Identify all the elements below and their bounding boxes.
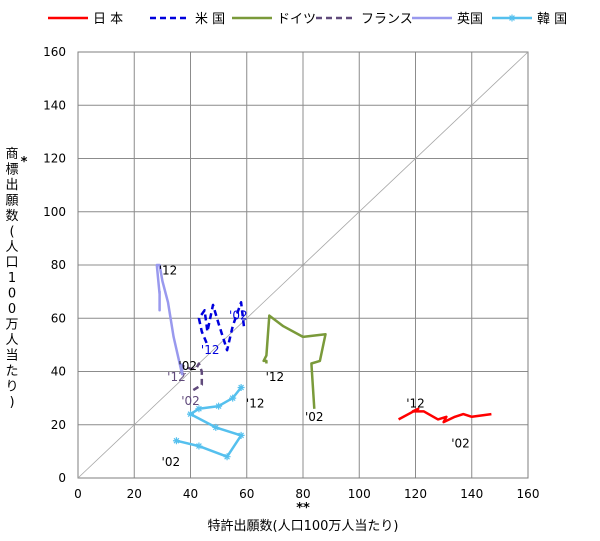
y-axis-title-char: ( bbox=[9, 225, 14, 240]
legend-label-0: 日 本 bbox=[93, 12, 123, 27]
plot-border bbox=[77, 51, 529, 479]
x-tick-label: 0 bbox=[74, 487, 82, 501]
series-line-0 bbox=[398, 407, 492, 424]
y-axis-title-char: り bbox=[5, 380, 18, 395]
legend-label-2: ドイツ bbox=[277, 12, 316, 27]
legend-label-3: フランス bbox=[361, 12, 413, 27]
series-line-1 bbox=[197, 301, 246, 352]
series-line-5 bbox=[176, 386, 243, 458]
year-label: '12 bbox=[266, 370, 285, 384]
x-tick-label: 40 bbox=[183, 487, 198, 501]
y-axis-title-char: た bbox=[5, 364, 18, 379]
year-label: '12 bbox=[246, 396, 265, 410]
y-tick-label: 140 bbox=[43, 98, 66, 112]
data-point-marker bbox=[229, 394, 237, 402]
y-axis-title-char: 人 bbox=[5, 240, 18, 255]
x-axis-title: 特許出願数(人口100万人当たり) bbox=[208, 519, 399, 534]
data-point-marker bbox=[237, 383, 245, 391]
y-axis-title-char: ) bbox=[9, 395, 14, 410]
legend-label-4: 英国 bbox=[457, 12, 483, 27]
year-label: '02 bbox=[162, 455, 181, 469]
diagonal-reference-line bbox=[77, 51, 529, 479]
x-tick-label: 60 bbox=[239, 487, 254, 501]
data-point-marker bbox=[172, 437, 180, 445]
year-label: '12 bbox=[406, 396, 425, 410]
data-point-marker bbox=[195, 442, 203, 450]
x-axis-note: ** bbox=[296, 501, 310, 516]
y-axis-title-char: 人 bbox=[5, 333, 18, 348]
series-line-4 bbox=[155, 263, 184, 376]
data-point-marker bbox=[223, 453, 231, 461]
year-label: '12 bbox=[201, 343, 220, 357]
series-line-2 bbox=[262, 314, 327, 409]
y-axis-title-char: 0 bbox=[8, 302, 16, 317]
y-axis-title-char: 数 bbox=[5, 209, 18, 224]
y-axis-title-char: 0 bbox=[8, 287, 16, 302]
year-label: '02 bbox=[305, 410, 324, 424]
data-point-marker bbox=[212, 423, 220, 431]
y-axis-title-char: 願 bbox=[5, 194, 18, 209]
x-tick-label: 120 bbox=[404, 487, 427, 501]
data-point-marker bbox=[195, 405, 203, 413]
y-tick-label: 0 bbox=[58, 471, 66, 485]
year-label: '02 bbox=[451, 436, 470, 450]
y-tick-label: 80 bbox=[51, 258, 66, 272]
x-tick-label: 100 bbox=[348, 487, 371, 501]
y-tick-label: 100 bbox=[43, 205, 66, 219]
y-axis-note: * bbox=[21, 155, 28, 170]
y-axis-title-char: 口 bbox=[5, 256, 18, 271]
y-axis-title-char: 出 bbox=[5, 178, 18, 193]
legend-label-1: 米 国 bbox=[195, 12, 225, 27]
legend-marker bbox=[508, 14, 516, 22]
y-axis-title-char: 商 bbox=[5, 147, 18, 162]
y-tick-label: 120 bbox=[43, 152, 66, 166]
year-label: '02 bbox=[181, 394, 200, 408]
legend-label-5: 韓 国 bbox=[537, 12, 567, 27]
year-label: '02 bbox=[229, 309, 248, 323]
x-tick-label: 20 bbox=[127, 487, 142, 501]
data-point-marker bbox=[187, 410, 194, 418]
y-axis-title-char: 当 bbox=[5, 349, 18, 364]
y-tick-label: 160 bbox=[43, 45, 66, 59]
y-tick-label: 40 bbox=[51, 365, 66, 379]
year-label: '02 bbox=[178, 359, 197, 373]
y-axis-title-char: 1 bbox=[8, 271, 16, 286]
year-label: '12 bbox=[159, 263, 178, 277]
data-point-marker bbox=[215, 402, 223, 410]
y-axis-title-char: 万 bbox=[5, 318, 18, 333]
y-tick-label: 20 bbox=[51, 418, 66, 432]
x-tick-label: 80 bbox=[295, 487, 310, 501]
x-tick-label: 140 bbox=[460, 487, 483, 501]
y-axis-title-char: 標 bbox=[5, 163, 18, 178]
x-tick-label: 160 bbox=[517, 487, 540, 501]
data-point-marker bbox=[237, 431, 245, 439]
y-tick-label: 60 bbox=[51, 311, 66, 325]
